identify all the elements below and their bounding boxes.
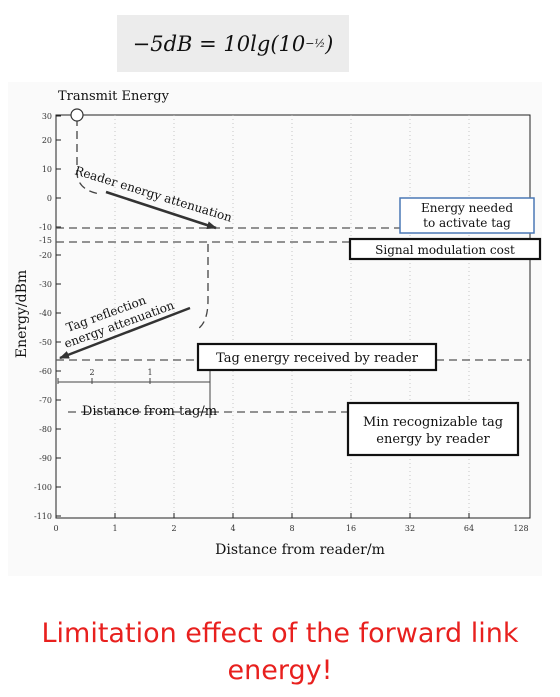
inset-tick-label: 1 bbox=[147, 368, 152, 377]
x-tick-label: 1 bbox=[112, 524, 117, 533]
tag-received-label: Tag energy received by reader bbox=[216, 351, 419, 366]
min-recognizable-line2: energy by reader bbox=[376, 432, 490, 447]
y-tick-label: -90 bbox=[39, 454, 52, 463]
y-tick-label: 20 bbox=[42, 136, 52, 145]
formula: −5dB = 10lg(10 −½) bbox=[117, 15, 349, 72]
y-tick-label: -40 bbox=[39, 309, 52, 318]
caption: Limitation effect of the forward link en… bbox=[0, 615, 560, 689]
x-tick-labels: 0 1 2 4 8 16 32 64 128 bbox=[53, 524, 528, 533]
formula-close: ) bbox=[325, 31, 334, 56]
signal-modulation-box bbox=[348, 237, 542, 261]
tag-reflection-path bbox=[195, 244, 209, 331]
transmit-energy-label: Transmit Energy bbox=[58, 89, 170, 104]
energy-needed-box bbox=[399, 197, 535, 234]
x-tick-label: 32 bbox=[405, 524, 415, 533]
y-tick-label: -30 bbox=[39, 280, 52, 289]
reference-lines bbox=[56, 227, 530, 413]
distance-from-tag-label: Distance from tag/m bbox=[82, 404, 217, 419]
reader-attenuation-arrow bbox=[105, 190, 217, 230]
y-axis-label: Energy/dBm bbox=[14, 270, 30, 358]
energy-needed-line1: Energy needed bbox=[421, 201, 513, 215]
x-tick-label: 64 bbox=[464, 524, 474, 533]
y-tick-label: -20 bbox=[39, 251, 52, 260]
y-tick-label: 0 bbox=[47, 194, 52, 203]
x-tick-label: 16 bbox=[346, 524, 356, 533]
signal-modulation-label: Signal modulation cost bbox=[375, 243, 515, 257]
x-tick-label: 2 bbox=[171, 524, 176, 533]
y-tick-label: -100 bbox=[34, 483, 52, 492]
energy-needed-line2: to activate tag bbox=[423, 216, 511, 230]
caption-line1: Limitation effect of the forward link bbox=[41, 618, 519, 649]
formula-lhs: −5dB = 10lg(10 bbox=[132, 31, 306, 56]
min-recognizable-box bbox=[346, 401, 520, 457]
plot-frame bbox=[55, 114, 531, 519]
y-tick-label: -10 bbox=[39, 223, 52, 232]
inset-tick-label: 2 bbox=[89, 368, 94, 377]
min-recognizable-line1: Min recognizable tag bbox=[363, 415, 503, 430]
y-tick-labels: 30 20 10 0 -10 -15 -20 -30 -40 -50 -60 -… bbox=[34, 112, 52, 521]
x-tick-marks bbox=[114, 513, 470, 518]
y-tick-label: 30 bbox=[42, 112, 52, 121]
distance-from-tag-scale bbox=[57, 366, 211, 418]
reader-attenuation-label: Reader energy attenuation bbox=[73, 163, 234, 224]
transmit-energy-marker bbox=[70, 108, 84, 122]
x-tick-label: 8 bbox=[289, 524, 294, 533]
tag-received-box bbox=[196, 342, 438, 372]
y-tick-marks bbox=[56, 115, 61, 517]
x-axis-label: Distance from reader/m bbox=[215, 542, 385, 558]
x-tick-label: 128 bbox=[513, 524, 528, 533]
x-tick-label: 4 bbox=[230, 524, 235, 533]
transmit-energy-path bbox=[76, 118, 101, 195]
y-tick-label: -60 bbox=[39, 367, 52, 376]
y-tick-label: 10 bbox=[42, 165, 52, 174]
x-tick-label: 0 bbox=[53, 524, 58, 533]
formula-exponent: −½ bbox=[305, 37, 326, 50]
y-tick-label: -110 bbox=[34, 512, 52, 521]
y-tick-label: -80 bbox=[39, 425, 52, 434]
caption-line2: energy! bbox=[227, 655, 333, 686]
y-tick-label: -15 bbox=[39, 236, 52, 245]
y-tick-label: -50 bbox=[39, 338, 52, 347]
tag-attenuation-arrow bbox=[59, 306, 191, 360]
y-tick-label: -70 bbox=[39, 396, 52, 405]
energy-diagram: 30 20 10 0 -10 -15 -20 -30 -40 -50 -60 -… bbox=[8, 82, 542, 576]
